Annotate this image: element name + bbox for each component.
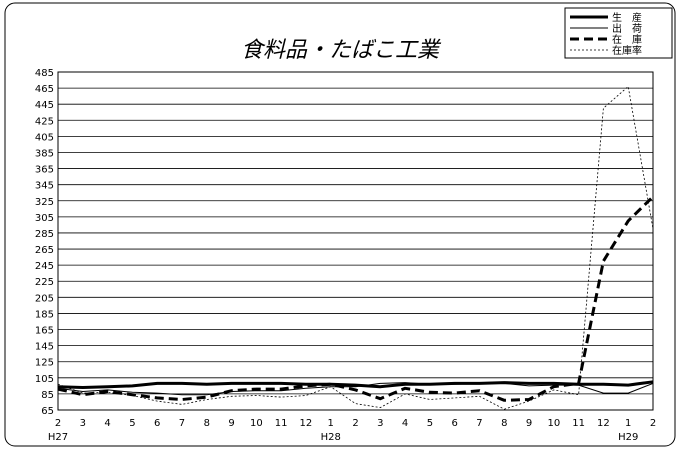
x-tick-label: 8 bbox=[501, 418, 507, 429]
y-tick-label: 165 bbox=[35, 326, 54, 337]
x-tick-label: 12 bbox=[300, 418, 313, 429]
chart-border bbox=[4, 2, 676, 447]
y-tick-label: 245 bbox=[35, 261, 54, 272]
y-tick-label: 405 bbox=[35, 132, 54, 143]
y-tick-label: 265 bbox=[35, 245, 54, 256]
y-tick-label: 445 bbox=[35, 100, 54, 111]
series-line-1 bbox=[57, 380, 654, 389]
y-tick-label: 145 bbox=[35, 342, 54, 353]
x-tick-label: 1 bbox=[328, 418, 334, 429]
y-tick-label: 285 bbox=[35, 229, 54, 240]
x-tick-label: 1 bbox=[625, 418, 631, 429]
legend-label: 在庫率 bbox=[612, 44, 642, 57]
x-tick-label: 4 bbox=[402, 418, 408, 429]
x-tick-label: 12 bbox=[597, 418, 610, 429]
chart-title: 食料品・たばこ工業 bbox=[241, 38, 442, 63]
x-tick-label: 10 bbox=[250, 418, 263, 429]
y-tick-label: 105 bbox=[35, 374, 54, 385]
axes: 6585105125145165185205225245265285305325… bbox=[35, 68, 656, 443]
x-year-label: H27 bbox=[48, 432, 68, 443]
y-tick-label: 465 bbox=[35, 84, 54, 95]
x-tick-label: 7 bbox=[179, 418, 185, 429]
series-line-4 bbox=[57, 86, 654, 410]
x-tick-label: 11 bbox=[275, 418, 288, 429]
x-tick-label: 4 bbox=[104, 418, 110, 429]
x-year-label: H28 bbox=[321, 432, 341, 443]
y-tick-label: 85 bbox=[41, 390, 54, 401]
series-line-3 bbox=[57, 195, 655, 402]
y-tick-label: 225 bbox=[35, 277, 54, 288]
x-tick-label: 5 bbox=[427, 418, 433, 429]
x-tick-label: 9 bbox=[228, 418, 234, 429]
x-tick-label: 6 bbox=[451, 418, 457, 429]
series-line-2 bbox=[57, 382, 654, 396]
y-tick-label: 185 bbox=[35, 309, 54, 320]
x-tick-label: 3 bbox=[80, 418, 86, 429]
y-tick-label: 305 bbox=[35, 213, 54, 224]
y-tick-label: 385 bbox=[35, 148, 54, 159]
x-tick-label: 2 bbox=[55, 418, 61, 429]
y-tick-label: 205 bbox=[35, 293, 54, 304]
y-tick-label: 65 bbox=[41, 406, 54, 417]
y-tick-label: 345 bbox=[35, 181, 54, 192]
x-tick-label: 8 bbox=[204, 418, 210, 429]
plot-area-frame bbox=[57, 71, 654, 411]
y-tick-label: 425 bbox=[35, 116, 54, 127]
x-tick-label: 9 bbox=[526, 418, 532, 429]
y-tick-label: 125 bbox=[35, 358, 54, 369]
y-tick-label: 325 bbox=[35, 197, 54, 208]
y-tick-label: 485 bbox=[35, 68, 54, 79]
x-tick-label: 5 bbox=[129, 418, 135, 429]
legend-label: 生 産 bbox=[612, 11, 642, 24]
legend-label: 出 荷 bbox=[612, 22, 642, 35]
x-tick-label: 11 bbox=[572, 418, 585, 429]
x-tick-label: 2 bbox=[352, 418, 358, 429]
x-tick-label: 2 bbox=[650, 418, 656, 429]
x-year-label: H29 bbox=[618, 432, 638, 443]
y-tick-label: 365 bbox=[35, 165, 54, 176]
x-tick-label: 3 bbox=[377, 418, 383, 429]
x-tick-label: 10 bbox=[547, 418, 560, 429]
series-lines bbox=[57, 86, 655, 410]
legend-label: 在 庫 bbox=[612, 33, 642, 46]
x-tick-label: 6 bbox=[154, 418, 160, 429]
x-tick-label: 7 bbox=[476, 418, 482, 429]
